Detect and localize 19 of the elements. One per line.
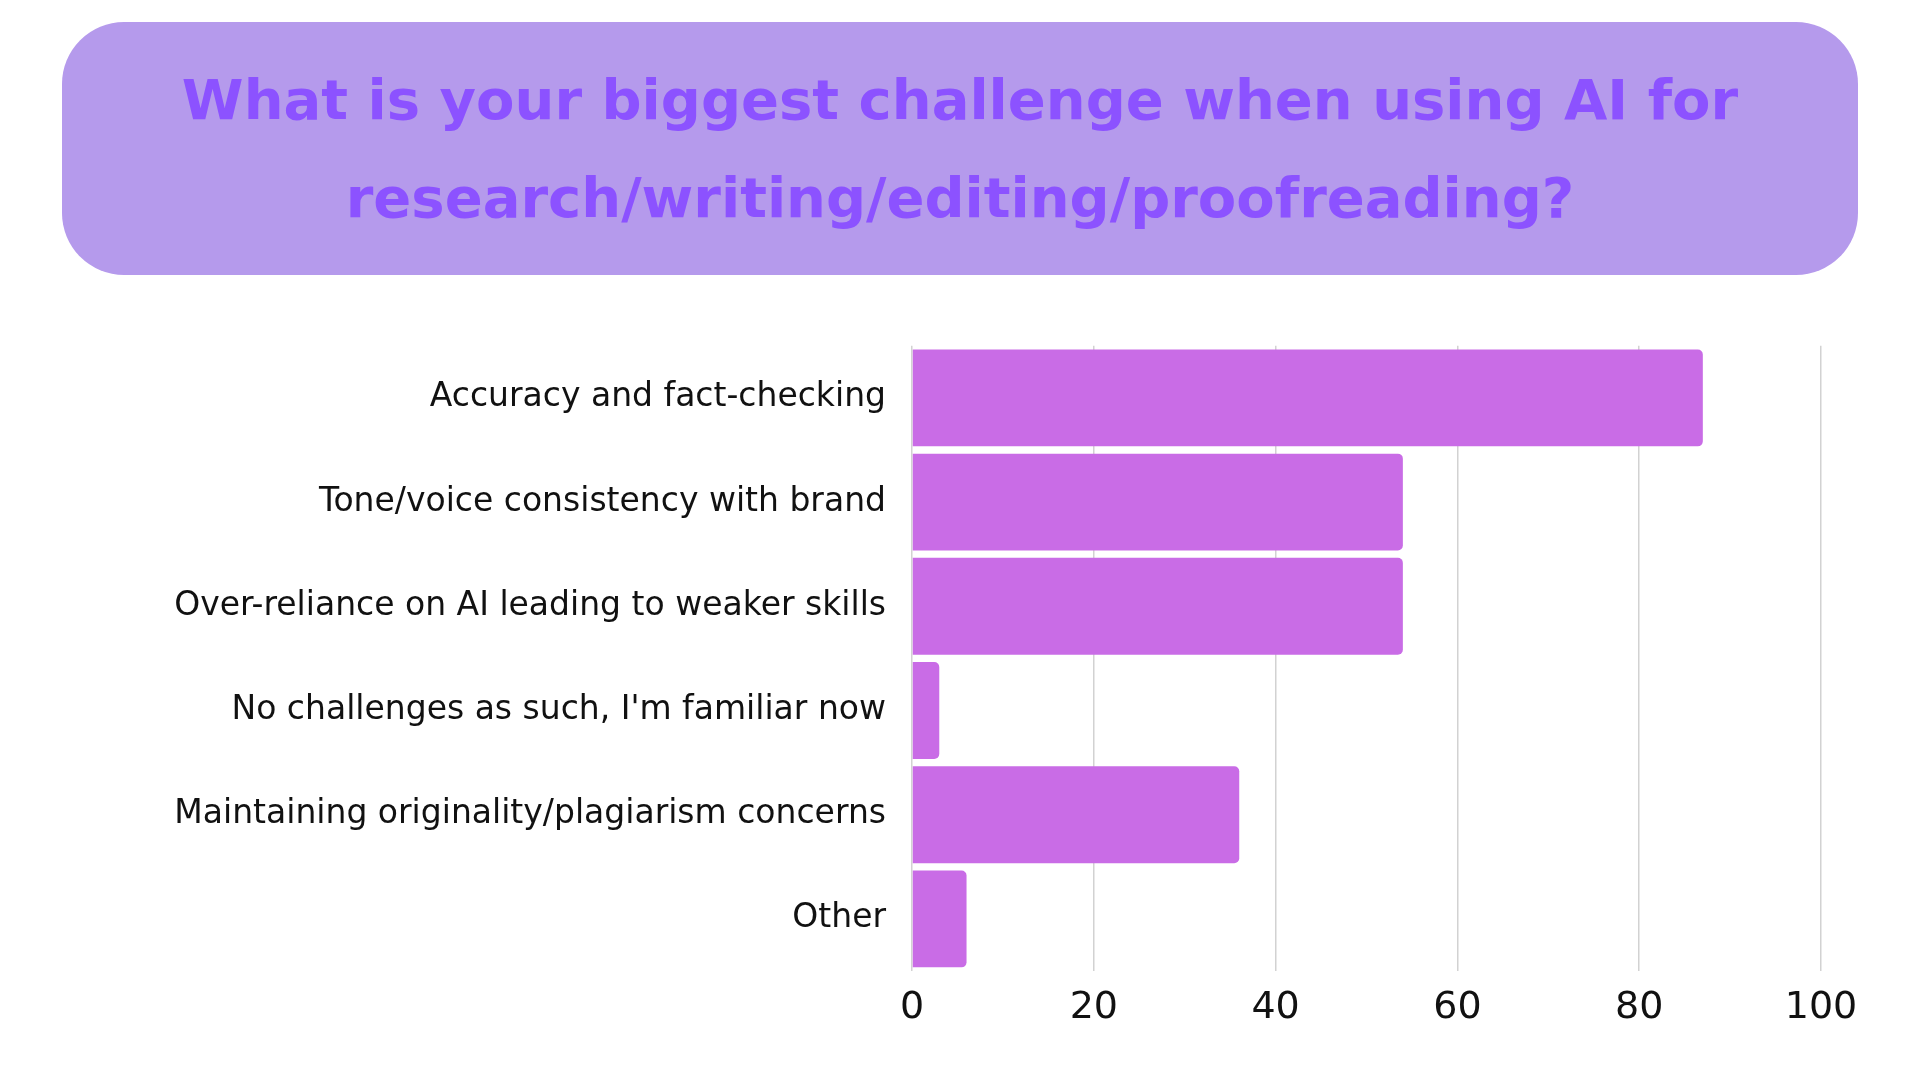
bar	[912, 349, 1703, 447]
y-tick-label: Maintaining originality/plagiarism concerns	[174, 792, 886, 832]
y-tick-label: No challenges as such, I'm familiar now	[231, 688, 886, 728]
bar	[912, 557, 1403, 655]
y-tick-label: Tone/voice consistency with brand	[317, 479, 886, 519]
x-tick-label: 40	[1251, 982, 1300, 1027]
y-tick-label: Over-reliance on AI leading to weaker skills	[174, 583, 886, 623]
bar	[912, 766, 1240, 864]
bar	[912, 453, 1403, 551]
y-tick-label: Accuracy and fact-checking	[429, 375, 886, 415]
x-tick-label: 20	[1069, 982, 1118, 1027]
x-tick-label: 100	[1784, 982, 1858, 1027]
bar	[912, 662, 940, 759]
chart-title: What is your biggest challenge when using AI for research/writing/editing/proofreading?	[180, 65, 1740, 232]
x-tick-label: 80	[1615, 982, 1664, 1027]
x-tick-label: 0	[899, 982, 925, 1027]
bar	[912, 870, 967, 968]
y-tick-label: Other	[792, 896, 887, 936]
x-tick-label: 60	[1433, 982, 1482, 1027]
